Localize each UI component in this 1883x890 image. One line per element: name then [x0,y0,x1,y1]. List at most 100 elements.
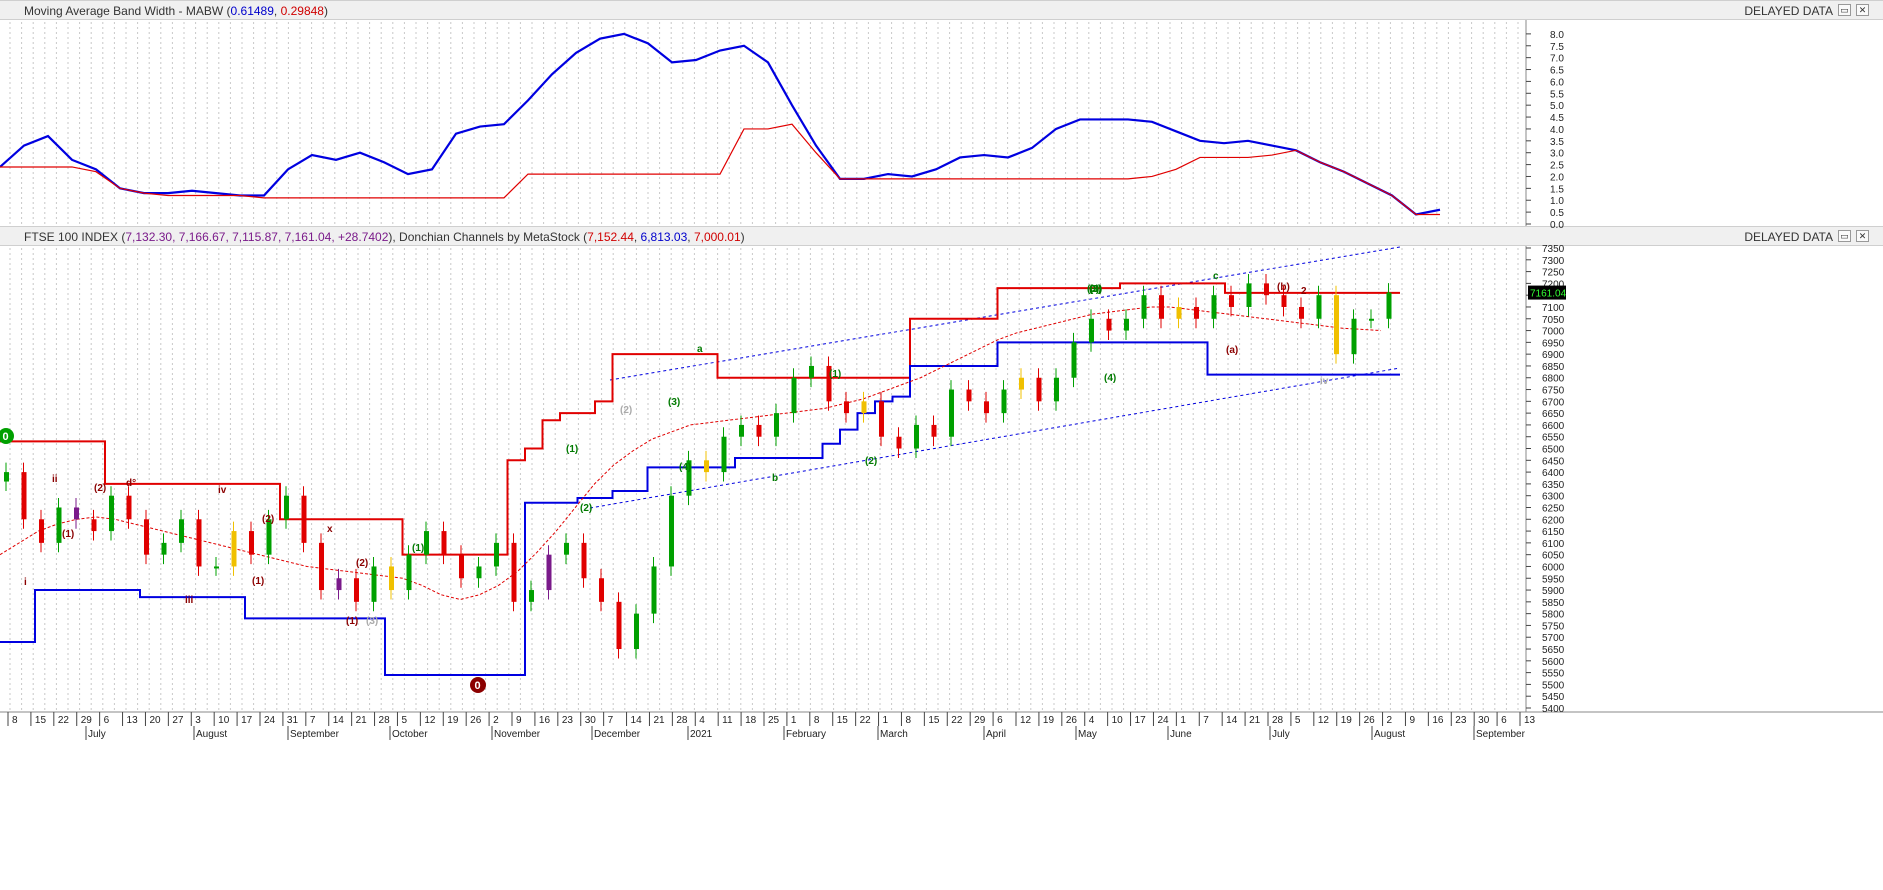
mabw-y-tick-label: 8.0 [1550,30,1564,41]
mabw-red-value: 0.29848 [280,4,324,18]
x-day-label: 14 [1226,715,1238,726]
candle-body [459,554,464,579]
ftse-y-tick-label: 6600 [1542,421,1565,432]
candle-body [21,472,27,520]
mabw-y-tick-label: 0.5 [1550,208,1564,219]
x-day-label: 22 [951,715,963,726]
candle-body [844,401,849,414]
candle-body [1369,318,1374,321]
candle-body [1229,295,1234,307]
upper-channel-trendline [609,246,1401,381]
candle-body [179,519,184,543]
ftse-y-tick-label: 7300 [1542,256,1565,267]
wave-label: d° [126,478,136,489]
candle-body [1316,295,1322,319]
x-month-label: August [196,729,227,740]
mabw-y-tick-label: 7.5 [1550,42,1564,53]
candle-body [91,519,97,532]
candle-body [1036,377,1042,402]
ftse-restore-button[interactable]: ▭ [1838,230,1851,242]
mabw-y-tick-label: 4.5 [1550,113,1564,124]
x-day-label: 21 [653,715,665,726]
x-day-label: 21 [356,715,368,726]
ftse-y-tick-label: 5700 [1542,633,1565,644]
ftse-ohlc-values: 7,132.30, 7,166.67, 7,115.87, 7,161.04, … [125,230,389,244]
mabw-close-button[interactable]: ✕ [1856,4,1869,16]
ftse-delayed-data: DELAYED DATA [1744,230,1833,244]
x-day-label: 3 [195,715,201,726]
wave-label: (3) [1089,284,1101,295]
x-day-label: 12 [1318,715,1330,726]
ftse-y-tick-label: 6650 [1542,409,1565,420]
x-day-label: 14 [333,715,345,726]
candle-body [1351,318,1357,355]
candle-body [249,531,254,555]
x-day-label: 2 [493,715,499,726]
ftse-y-tick-label: 6900 [1542,350,1565,361]
candle-body [791,377,797,414]
candle-body [56,507,62,543]
mabw-y-tick-label: 6.0 [1550,77,1564,88]
candle-body [721,436,727,473]
wave-label: iv [1320,376,1329,387]
candle-body [1211,295,1217,319]
ftse-y-tick-label: 6050 [1542,551,1565,562]
x-day-label: 5 [1295,715,1301,726]
x-day-label: 17 [1135,715,1147,726]
x-day-label: 21 [1249,715,1261,726]
wave-label: (3) [1090,284,1102,295]
candle-body [441,531,447,555]
ftse-y-tick-label: 6450 [1542,456,1565,467]
wave-label: (3) [668,397,680,408]
candle-body [826,365,832,402]
candle-body [371,566,377,602]
ftse-close-button[interactable]: ✕ [1856,230,1869,242]
candle-body [161,542,167,555]
x-day-label: 19 [1341,715,1353,726]
x-day-label: 24 [264,715,276,726]
candle-body [651,566,657,614]
mabw-y-tick-label: 2.5 [1550,161,1564,172]
x-day-label: 1 [1180,715,1186,726]
candle-body [1089,318,1094,343]
candle-body [301,495,307,543]
mabw-y-tick-label: 5.5 [1550,89,1564,100]
ftse-y-tick-label: 5650 [1542,645,1565,656]
mabw-panel-header: Moving Average Band Width - MABW (0.6148… [0,0,1883,20]
ftse-y-tick-label: 5900 [1542,586,1565,597]
wave-label: (4) [1104,373,1116,384]
candle-body [476,566,482,579]
candle-body [39,519,44,543]
wave-label: (2) [94,483,106,494]
ftse-y-tick-label: 7050 [1542,315,1565,326]
x-day-label: 19 [447,715,459,726]
x-day-label: 7 [608,715,614,726]
x-day-label: 25 [768,715,780,726]
ftse-y-tick-label: 6400 [1542,468,1565,479]
ftse-y-tick-label: 6700 [1542,397,1565,408]
x-day-label: 10 [1112,715,1124,726]
candle-body [74,507,79,520]
candle-body [1071,342,1077,378]
x-day-label: 7 [1203,715,1209,726]
ftse-y-tick-label: 6500 [1542,445,1565,456]
candle-body [424,531,429,555]
x-day-label: 27 [172,715,184,726]
donchian-red-line [0,282,1400,556]
mabw-restore-button[interactable]: ▭ [1838,4,1851,16]
ftse-y-tick-label: 6950 [1542,338,1565,349]
x-day-label: 29 [81,715,93,726]
x-day-label: 23 [1455,715,1467,726]
candle-body [511,542,517,602]
mabw-blue-line [0,32,1441,216]
candle-body [214,566,219,569]
candle-body [984,401,989,414]
ftse-y-tick-label: 7200 [1542,279,1565,290]
x-day-label: 24 [1157,715,1169,726]
candle-body [669,495,674,567]
x-day-label: 14 [631,715,643,726]
x-day-label: 5 [401,715,407,726]
ftse-y-tick-label: 6200 [1542,515,1565,526]
x-day-label: 7 [310,715,316,726]
